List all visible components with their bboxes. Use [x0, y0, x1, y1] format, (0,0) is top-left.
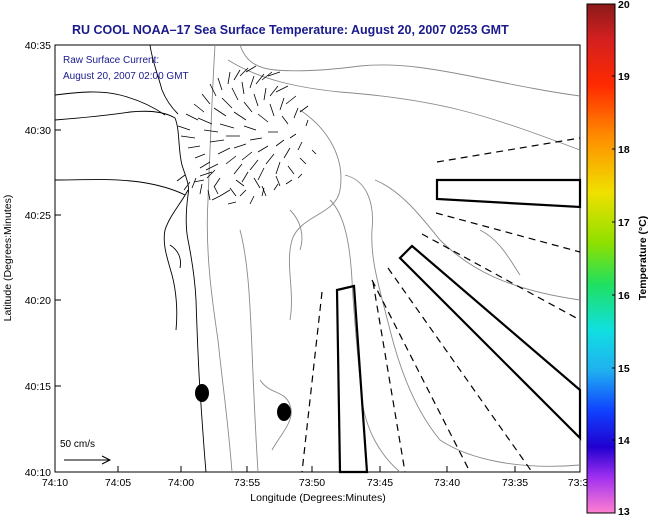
isobath-line [239, 44, 581, 97]
y-tick-label: 40:35 [25, 40, 51, 52]
map-content: 50 cm/s [54, 44, 582, 474]
current-label-line1: Raw Surface Current: [63, 55, 159, 66]
isobath-line [259, 379, 292, 451]
dashed-line [301, 291, 323, 473]
colorbar-gradient [586, 3, 616, 514]
station-marker [277, 403, 291, 421]
coast-line [163, 189, 189, 331]
coast-line [169, 244, 181, 269]
colorbar-tick: 13 [618, 506, 630, 518]
x-tick-label: 73:3 [568, 477, 589, 489]
isobath-line [206, 44, 233, 473]
map-frame [54, 44, 581, 473]
station-marker [195, 384, 209, 402]
colorbar-tick: 17 [618, 217, 630, 229]
temperature-colorbar: 20 19 18 17 16 15 14 13 Temperature (°C) [586, 0, 649, 518]
x-axis-label: Longitude (Degrees:Minutes) [250, 492, 385, 504]
colorbar-tick: 20 [618, 0, 630, 11]
dashed-line [421, 233, 581, 321]
colorbar-tick: 16 [618, 290, 630, 302]
y-tick-labels: 40:35 40:30 40:25 40:20 40:15 40:10 [25, 40, 51, 479]
radial-dashed-lines [301, 137, 581, 473]
coast-line [149, 44, 179, 115]
coast-line [54, 179, 186, 196]
isobath-contours [206, 44, 581, 473]
map-title: RU COOL NOAA–17 Sea Surface Temperature:… [72, 23, 509, 37]
colorbar-tick: 19 [618, 71, 630, 83]
box-east [398, 244, 582, 441]
x-tick-label: 73:35 [502, 477, 528, 489]
x-tick-label: 73:45 [367, 477, 393, 489]
dashed-line [436, 137, 581, 163]
coast-line [54, 91, 166, 116]
isobath-line [227, 59, 581, 151]
coast-line [54, 110, 207, 473]
y-tick-label: 40:25 [25, 210, 51, 222]
y-tick-label: 40:30 [25, 125, 51, 137]
scale-arrow-icon [64, 455, 112, 465]
colorbar-tick: 14 [618, 435, 630, 447]
isobath-line [239, 229, 259, 473]
colorbar-label: Temperature (°C) [637, 216, 649, 301]
coastline [54, 44, 207, 473]
axis-ticks [54, 44, 581, 473]
y-tick-label: 40:20 [25, 295, 51, 307]
current-label-line2: August 20, 2007 02:00 GMT [63, 71, 189, 82]
colorbar-tick: 18 [618, 144, 630, 156]
x-tick-label: 73:50 [299, 477, 325, 489]
box-northeast [435, 178, 582, 209]
sampling-boxes [335, 178, 582, 474]
dashed-line [435, 212, 581, 253]
surface-current-vectors [176, 65, 317, 205]
x-tick-label: 73:55 [234, 477, 260, 489]
dashed-line [387, 267, 533, 473]
isobath-line [289, 209, 303, 251]
scale-label: 50 cm/s [60, 439, 95, 450]
isobath-line [479, 229, 521, 276]
x-tick-label: 74:05 [105, 477, 131, 489]
x-tick-labels: 74:10 74:05 74:00 73:55 73:50 73:45 73:4… [42, 477, 589, 489]
dashed-line [372, 281, 406, 473]
colorbar-tick: 15 [618, 363, 630, 375]
x-tick-label: 74:00 [168, 477, 194, 489]
y-tick-label: 40:10 [25, 467, 51, 479]
box-south [335, 284, 369, 474]
y-tick-label: 40:15 [25, 381, 51, 393]
isobath-line [344, 174, 581, 467]
isobath-line [374, 179, 581, 301]
x-tick-label: 74:10 [42, 477, 68, 489]
x-tick-label: 73:40 [434, 477, 460, 489]
y-axis-label: Latitude (Degrees:Minutes) [2, 195, 14, 322]
isobath-line [329, 199, 401, 473]
isobath-line [288, 109, 342, 321]
